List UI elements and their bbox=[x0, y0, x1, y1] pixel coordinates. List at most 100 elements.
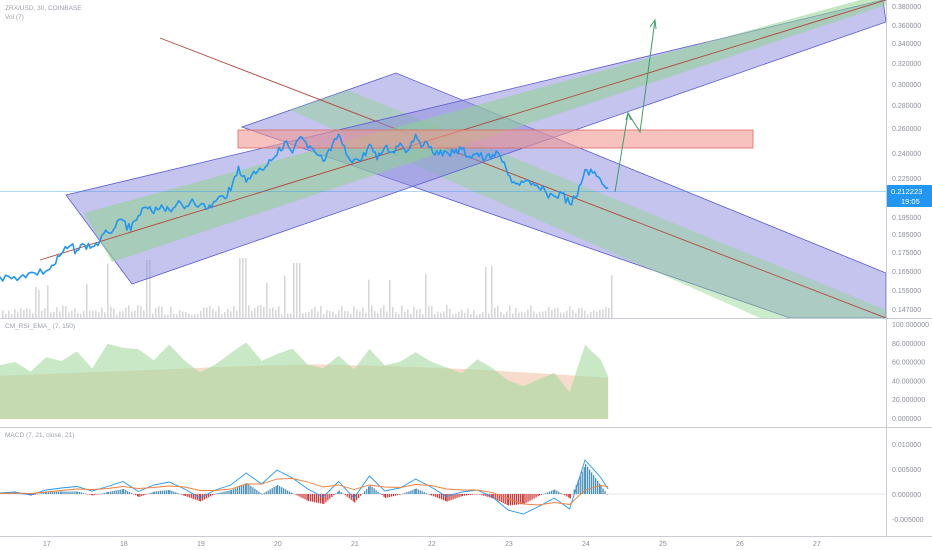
macd-hist-bar bbox=[408, 491, 410, 494]
macd-hist-bar bbox=[569, 494, 571, 499]
macd-hist-bar bbox=[21, 494, 23, 495]
volume-bar bbox=[221, 314, 223, 318]
macd-hist-bar bbox=[604, 491, 606, 494]
volume-bar bbox=[35, 286, 37, 318]
macd-hist-bar bbox=[443, 494, 445, 501]
macd-hist-bar bbox=[252, 487, 254, 494]
macd-hist-bar bbox=[269, 489, 271, 494]
volume-header: Vol (7) bbox=[5, 14, 24, 21]
macd-hist-bar bbox=[435, 494, 437, 498]
volume-bar bbox=[119, 311, 121, 318]
macd-hist-bar bbox=[542, 493, 545, 495]
volume-bar bbox=[11, 314, 13, 318]
rsi-tick-label: 20.000000 bbox=[892, 397, 925, 404]
volume-bar bbox=[281, 314, 283, 318]
macd-hist-bar bbox=[552, 490, 555, 494]
macd-hist-bar bbox=[296, 494, 298, 496]
macd-hist-bar bbox=[175, 492, 177, 494]
volume-bar bbox=[452, 314, 454, 318]
macd-hist-bar bbox=[127, 491, 129, 494]
macd-hist-bar bbox=[304, 494, 306, 500]
volume-bar bbox=[389, 279, 391, 318]
projection-arrows[interactable] bbox=[614, 18, 657, 193]
volume-bar bbox=[275, 309, 277, 318]
macd-hist-bar bbox=[575, 485, 577, 494]
macd-hist-bar bbox=[88, 494, 91, 495]
volume-bar bbox=[380, 307, 382, 318]
macd-hist-bar bbox=[238, 486, 241, 494]
rsi-panel[interactable] bbox=[0, 342, 609, 419]
macd-hist-bar bbox=[384, 494, 387, 498]
volume-bar bbox=[128, 305, 130, 318]
volume-bar bbox=[101, 307, 103, 318]
macd-hist-bar bbox=[109, 491, 111, 494]
price-series bbox=[0, 133, 609, 282]
price-tick-label: 0.175000 bbox=[892, 250, 921, 257]
volume-bar bbox=[182, 311, 184, 318]
price-tick-label: 0.195000 bbox=[892, 215, 921, 222]
price-panel[interactable] bbox=[0, 0, 886, 318]
volume-bar bbox=[233, 305, 235, 318]
price-tick-label: 0.320000 bbox=[892, 61, 921, 68]
macd-hist-bar bbox=[60, 491, 62, 494]
macd-hist-bar bbox=[90, 494, 93, 496]
volume-bar bbox=[569, 306, 571, 318]
rsi-tick-label: 60.000000 bbox=[892, 360, 925, 367]
volume-bar bbox=[47, 284, 49, 318]
price-tick-label: 0.240000 bbox=[892, 151, 921, 158]
time-axis[interactable]: 17 18 19 20 21 22 23 24 25 26 27 bbox=[43, 541, 821, 548]
volume-bar bbox=[419, 308, 421, 318]
rsi-axis[interactable]: 100.000000 80.000000 60.000000 40.000000 20.… bbox=[892, 322, 929, 423]
macd-axis[interactable]: 0.010000 0.005000 0.000000 -0.005000 bbox=[892, 442, 924, 524]
macd-signal-line bbox=[0, 478, 609, 506]
macd-hist-bar bbox=[348, 494, 350, 499]
macd-hist-bar bbox=[119, 489, 121, 494]
volume-bar bbox=[350, 313, 352, 318]
macd-hist-bar bbox=[192, 494, 194, 499]
volume-bar bbox=[239, 258, 241, 318]
volume-bar bbox=[560, 312, 562, 318]
volume-bar bbox=[413, 306, 415, 318]
macd-hist-bar bbox=[477, 494, 479, 495]
macd-hist-bar bbox=[214, 494, 216, 495]
macd-hist-bar bbox=[333, 494, 335, 496]
volume-bar bbox=[209, 305, 211, 318]
resistance-zone[interactable] bbox=[237, 129, 754, 149]
macd-hist-bar bbox=[80, 492, 83, 494]
macd-hist-bar bbox=[54, 491, 56, 494]
volume-bar bbox=[92, 310, 94, 318]
price-tick-label: 0.380000 bbox=[892, 4, 921, 11]
macd-hist-bar bbox=[150, 492, 152, 494]
macd-hist-bar bbox=[309, 494, 312, 502]
macd-hist-bar bbox=[496, 494, 498, 501]
macd-hist-bar bbox=[98, 494, 100, 495]
volume-bar bbox=[14, 309, 16, 318]
macd-hist-bar bbox=[15, 493, 17, 494]
macd-hist-bar bbox=[225, 491, 227, 494]
volume-bar bbox=[566, 310, 568, 318]
macd-hist-bar bbox=[161, 490, 164, 494]
price-tick-label: 0.340000 bbox=[892, 41, 921, 48]
volume-bar bbox=[203, 307, 205, 318]
macd-panel[interactable] bbox=[0, 459, 886, 515]
macd-hist-bar bbox=[445, 494, 447, 501]
macd-hist-bar bbox=[106, 492, 108, 494]
volume-bar bbox=[371, 305, 373, 318]
macd-hist-bar bbox=[140, 494, 142, 497]
macd-hist-bar bbox=[279, 486, 281, 494]
volume-bar bbox=[500, 311, 502, 318]
macd-hist-bar bbox=[356, 494, 358, 501]
macd-hist-bar bbox=[597, 480, 599, 494]
macd-hist-bar bbox=[450, 494, 452, 501]
macd-hist-bar bbox=[562, 494, 564, 495]
macd-hist-bar bbox=[317, 494, 320, 503]
volume-bar bbox=[545, 310, 547, 318]
macd-hist-bar bbox=[300, 494, 302, 498]
macd-hist-bar bbox=[461, 494, 464, 496]
volume-bar bbox=[140, 306, 142, 318]
macd-hist-bar bbox=[364, 491, 366, 494]
volume-bar bbox=[332, 311, 334, 318]
macd-hist-bar bbox=[48, 491, 50, 494]
volume-bar bbox=[2, 310, 4, 318]
